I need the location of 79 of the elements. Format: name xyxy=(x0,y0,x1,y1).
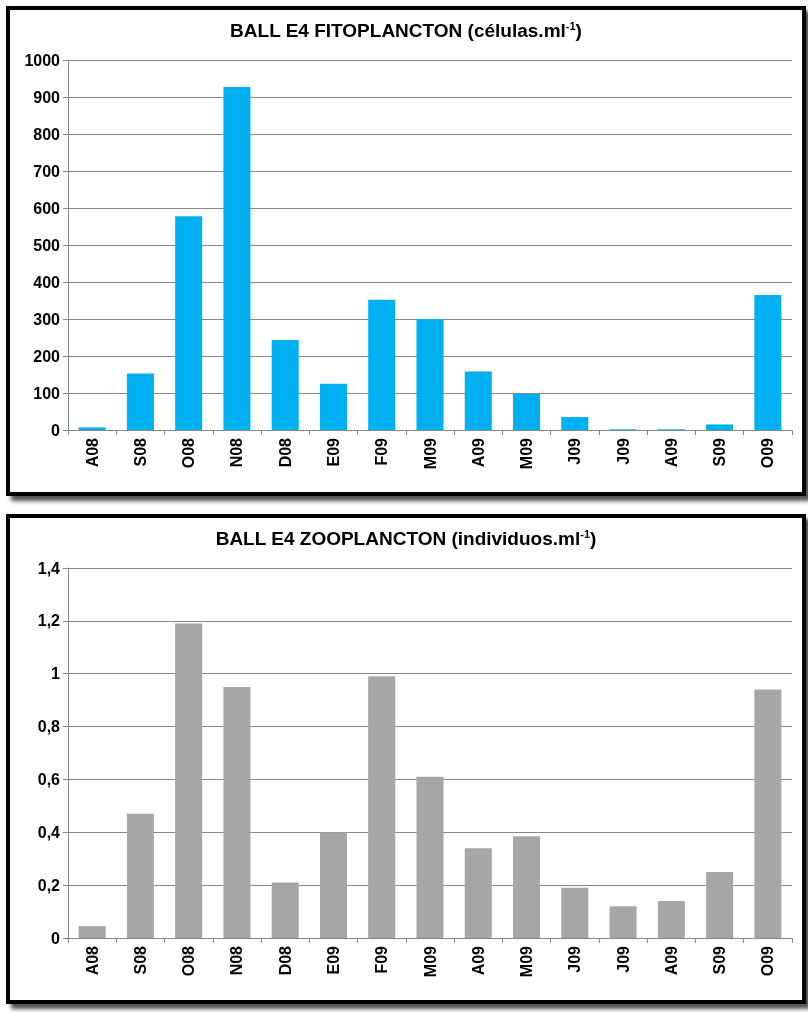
x-tick-label: A09 xyxy=(469,437,487,468)
bar xyxy=(706,871,734,938)
x-tick-label: O08 xyxy=(180,945,198,977)
x-tick-label: S08 xyxy=(131,437,149,467)
y-tick-label: 0 xyxy=(51,421,61,439)
x-tick-label: S09 xyxy=(711,437,729,467)
y-tick-label: 500 xyxy=(33,236,61,254)
y-tick-label: 1 xyxy=(51,665,61,683)
bar xyxy=(754,294,782,430)
x-tick-label: J09 xyxy=(566,945,584,973)
y-tick-label: 400 xyxy=(33,273,61,291)
y-tick-label: 1000 xyxy=(24,51,61,69)
y-tick-label: 0,2 xyxy=(37,876,61,894)
bar xyxy=(319,383,347,430)
x-tick-label: D08 xyxy=(276,945,294,976)
x-tick-label: J09 xyxy=(566,437,584,465)
bar xyxy=(126,813,154,938)
bar xyxy=(126,373,154,430)
y-tick-label: 0 xyxy=(51,929,61,947)
bar xyxy=(175,623,203,938)
x-tick-label: M09 xyxy=(421,437,439,470)
x-tick-label: N08 xyxy=(228,437,246,468)
x-tick-label: E09 xyxy=(324,945,342,975)
y-tick-label: 200 xyxy=(33,347,61,365)
x-tick-label: M09 xyxy=(421,945,439,978)
bar xyxy=(464,371,492,430)
bar xyxy=(175,216,203,430)
x-tick-label: O08 xyxy=(180,437,198,469)
y-tick-label: 800 xyxy=(33,125,61,143)
x-tick-label: M09 xyxy=(518,437,536,470)
bar xyxy=(706,424,734,430)
bar xyxy=(513,394,541,430)
x-tick-label: E09 xyxy=(324,437,342,467)
bar xyxy=(271,340,299,430)
bar xyxy=(561,887,589,938)
x-tick-label: O09 xyxy=(759,945,777,977)
bar xyxy=(319,832,347,938)
x-tick-label: O09 xyxy=(759,437,777,469)
bar xyxy=(416,319,444,430)
x-tick-label: F09 xyxy=(373,945,391,974)
bar xyxy=(561,417,589,430)
y-tick-label: 0,4 xyxy=(37,823,61,841)
y-tick-label: 600 xyxy=(33,199,61,217)
bar xyxy=(416,776,444,938)
chart-title: BALL E4 FITOPLANCTON (células.ml$^{-1}$) xyxy=(229,20,583,43)
bar xyxy=(368,299,396,430)
chart-title: BALL E4 ZOOPLANCTON (individuos.ml$^{-1}$) xyxy=(214,528,598,551)
x-tick-label: S09 xyxy=(711,945,729,975)
y-tick-label: 300 xyxy=(33,310,61,328)
bar xyxy=(368,676,396,938)
bar xyxy=(78,926,106,938)
bar xyxy=(271,882,299,938)
bar xyxy=(513,836,541,938)
x-tick-label: A09 xyxy=(662,945,680,976)
x-tick-label: F09 xyxy=(373,437,391,466)
x-tick-label: N08 xyxy=(228,945,246,976)
y-tick-label: 900 xyxy=(33,88,61,106)
x-tick-label: J09 xyxy=(614,945,632,973)
y-tick-label: 100 xyxy=(33,384,61,402)
bar xyxy=(609,906,637,938)
y-tick-label: 0,6 xyxy=(37,770,61,788)
y-tick-label: 0,8 xyxy=(37,718,61,736)
bar xyxy=(78,427,106,430)
x-tick-label: J09 xyxy=(614,437,632,465)
bar xyxy=(464,848,492,938)
x-tick-label: A08 xyxy=(83,437,101,468)
bar xyxy=(657,901,685,938)
y-tick-label: 700 xyxy=(33,162,61,180)
y-tick-label: 1,2 xyxy=(37,612,61,630)
bar xyxy=(754,689,782,938)
bar xyxy=(223,686,251,938)
x-tick-label: A09 xyxy=(469,945,487,976)
x-tick-label: M09 xyxy=(518,945,536,978)
bar xyxy=(223,87,251,430)
x-tick-label: D08 xyxy=(276,437,294,468)
x-tick-label: A08 xyxy=(83,945,101,976)
y-tick-label: 1,4 xyxy=(37,559,61,577)
x-tick-label: A09 xyxy=(662,437,680,468)
x-tick-label: S08 xyxy=(131,945,149,975)
